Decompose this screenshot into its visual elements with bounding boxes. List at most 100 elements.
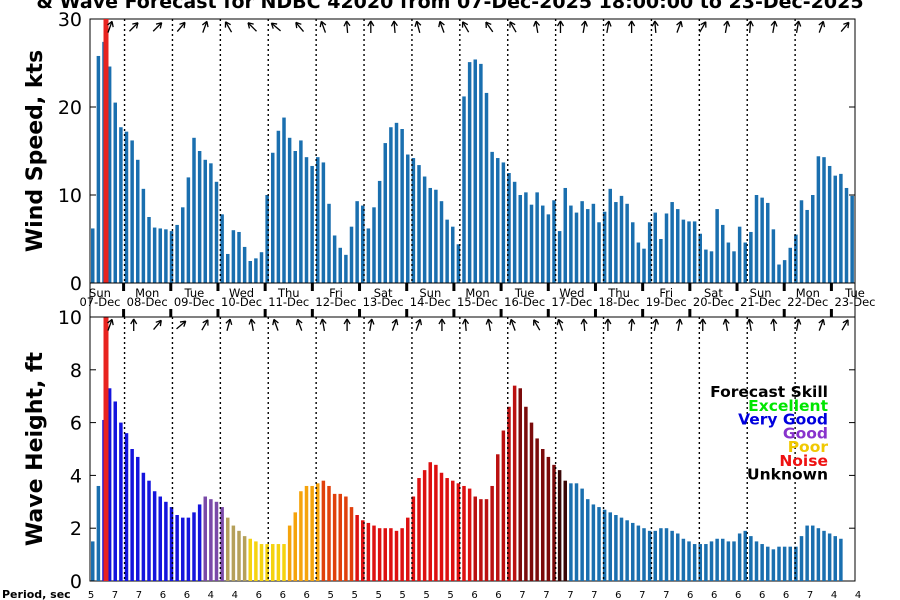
arrow-head [580,318,588,325]
bar [766,546,770,581]
period-value: 4 [855,590,861,600]
bar [355,515,359,581]
arrow-shaft [415,319,421,331]
arrow-shaft [202,21,208,33]
period-value: 6 [783,590,789,600]
bar [203,159,207,283]
bar [771,549,776,581]
bar [282,544,286,581]
arrow-shaft [416,21,421,33]
arrow-shaft [630,318,633,332]
bar [293,151,297,283]
arrow-shaft [676,21,682,33]
date-label: 11-Dec [268,295,309,309]
arrow-shaft [724,318,729,332]
direction-arrow [628,318,636,332]
arrow-shaft [557,319,564,331]
bar [439,472,444,581]
bar [226,253,230,283]
bar [619,517,624,581]
bar [636,525,641,581]
bar [231,230,236,283]
day-label: Fri [659,286,673,300]
bar [811,525,815,581]
bar [383,528,387,581]
direction-arrow [841,319,849,331]
direction-arrow [651,20,659,34]
day-label: Wed [559,286,584,300]
period-value: 7 [807,590,813,600]
direction-arrow [580,318,588,332]
bar [181,517,185,581]
arrow-head [675,318,683,325]
direction-arrow [676,20,683,33]
y-axis-label: Wave Height, ft [23,351,48,546]
direction-arrow [533,20,541,34]
direction-arrow [699,318,707,331]
bar [237,231,241,283]
bar [113,401,117,581]
arrow-head [414,20,422,27]
bar [107,388,112,581]
period-value: 6 [615,590,621,600]
bar [563,480,567,581]
arrow-head [461,318,470,325]
bar [754,195,759,283]
bar [569,483,573,581]
legend-item: Very Good [738,411,828,429]
bar [687,221,691,283]
arrow-shaft [297,319,303,331]
direction-arrow [152,22,163,32]
bar [732,251,736,283]
bar [754,541,759,581]
direction-arrow [675,318,683,332]
bar [799,200,804,283]
bar [400,528,404,581]
bar [777,264,781,283]
direction-arrow [390,20,398,34]
arrow-head [604,20,612,27]
bar [355,201,359,283]
bar [749,231,753,283]
bar [833,536,837,581]
day-label: Tue [844,286,865,300]
direction-arrow [367,318,375,332]
bar [164,501,168,581]
bar [529,422,534,581]
bar [529,204,534,283]
bar [186,177,191,283]
bar [726,541,731,581]
period-value: 7 [543,590,549,600]
arrow-shaft [654,20,657,34]
bar [687,541,691,581]
bar [428,462,432,581]
direction-arrow [461,21,470,33]
bar [136,159,140,283]
direction-arrow [343,318,351,331]
direction-arrow [272,318,279,331]
bar [760,544,764,581]
period-value: 4 [831,590,837,600]
period-value: 6 [184,590,190,600]
bar [119,127,123,284]
day-label: Tue [184,286,205,300]
bar [833,175,837,283]
bar [827,533,832,581]
direction-arrow [343,20,351,34]
arrow-head [533,20,541,27]
arrow-head [628,318,636,325]
bar [158,496,162,581]
bar [799,536,804,581]
arrow-shaft [487,318,492,332]
direction-arrow [699,21,707,33]
period-value: 5 [351,590,357,600]
arrow-head [270,22,278,29]
bar [349,507,354,581]
direction-arrow [461,318,470,332]
arrow-shaft [795,20,800,34]
period-value: 5 [88,590,94,600]
date-label: 22-Dec [787,295,828,309]
period-value: 5 [328,590,334,600]
y-tick-label: 2 [70,518,82,540]
